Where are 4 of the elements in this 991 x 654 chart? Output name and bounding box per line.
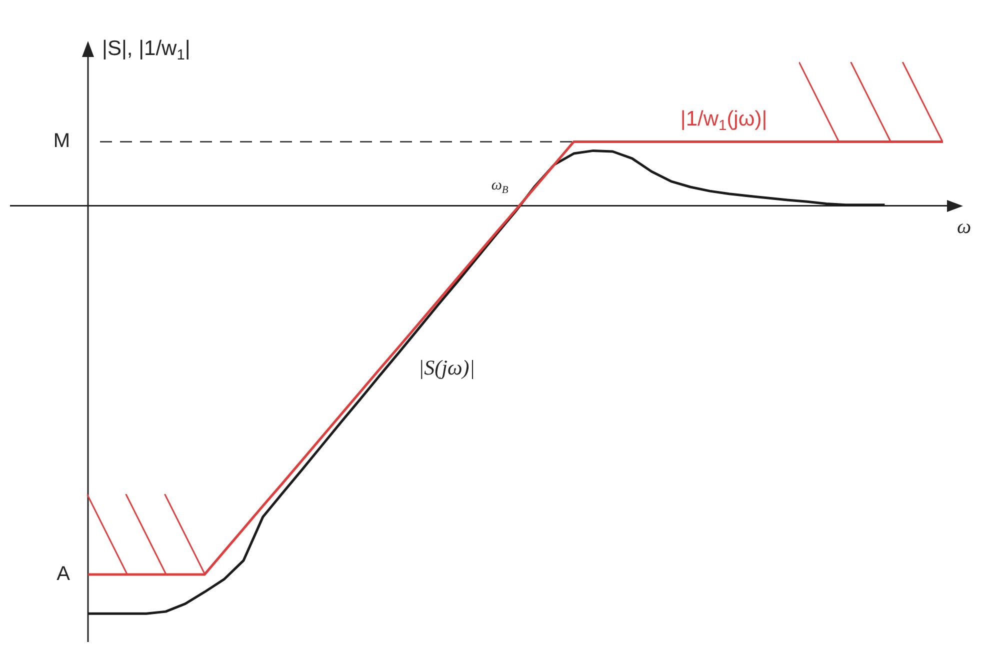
x-axis-title: ω [957,216,972,238]
series-label: |S(jω)| [418,355,476,380]
ref-line-label: M [53,130,70,152]
text: A [56,562,71,585]
